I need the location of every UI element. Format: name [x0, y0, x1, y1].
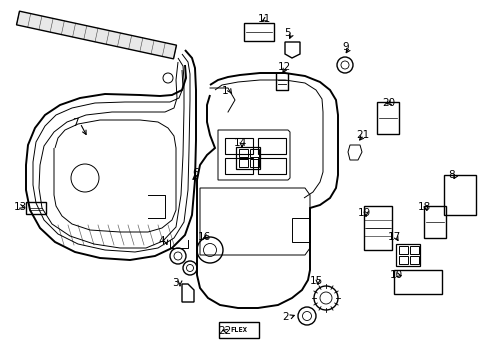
Bar: [249, 149, 258, 157]
Bar: [443, 175, 475, 215]
Bar: [236, 147, 260, 169]
Bar: [224, 138, 252, 154]
Text: 16: 16: [198, 232, 211, 242]
Bar: [238, 149, 247, 157]
Polygon shape: [17, 11, 176, 59]
Text: 17: 17: [387, 232, 401, 242]
Bar: [258, 138, 285, 154]
Bar: [249, 159, 258, 167]
Bar: [398, 246, 407, 254]
Text: 3: 3: [172, 278, 178, 288]
Bar: [376, 102, 398, 134]
Text: 4: 4: [158, 236, 164, 246]
Text: 11: 11: [258, 14, 271, 24]
Text: 13: 13: [14, 202, 27, 212]
Text: 14: 14: [234, 138, 247, 148]
Text: 15: 15: [309, 276, 323, 286]
Bar: [238, 159, 247, 167]
Text: 6: 6: [192, 168, 198, 178]
Bar: [423, 206, 445, 238]
Text: 21: 21: [355, 130, 368, 140]
Bar: [398, 256, 407, 264]
Bar: [291, 218, 309, 242]
Text: FLEX: FLEX: [230, 327, 247, 333]
Bar: [363, 206, 391, 250]
Text: 22: 22: [218, 326, 231, 336]
Text: 8: 8: [447, 170, 454, 180]
Bar: [244, 23, 273, 41]
Text: 10: 10: [389, 270, 402, 280]
Text: 20: 20: [381, 98, 394, 108]
Bar: [408, 246, 418, 254]
Text: 19: 19: [357, 208, 370, 218]
Bar: [258, 158, 285, 174]
Bar: [224, 158, 252, 174]
Text: 7: 7: [72, 118, 79, 128]
Text: 12: 12: [278, 62, 291, 72]
Bar: [393, 270, 441, 294]
Text: 9: 9: [341, 42, 348, 52]
Bar: [395, 244, 419, 266]
Bar: [408, 256, 418, 264]
Text: 1: 1: [222, 86, 228, 96]
Text: 2: 2: [282, 312, 288, 322]
Text: 5: 5: [284, 28, 290, 38]
Text: 18: 18: [417, 202, 430, 212]
